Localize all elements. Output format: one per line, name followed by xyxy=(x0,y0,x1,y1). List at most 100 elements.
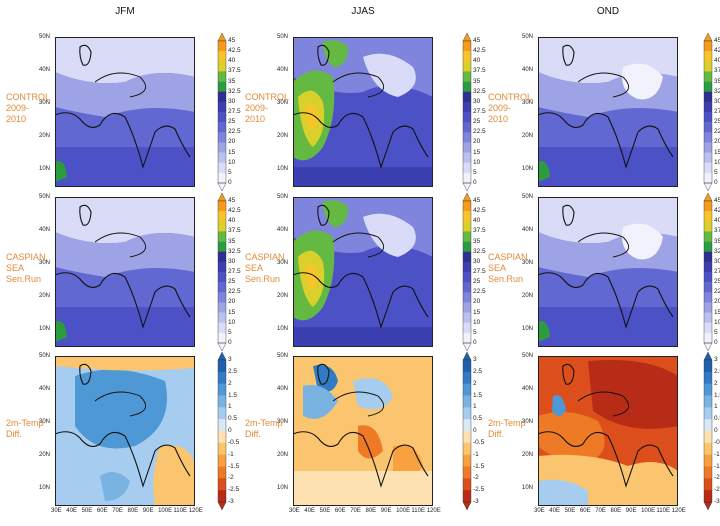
colorbar-segment xyxy=(463,142,471,153)
colorbar-tick-label: 37.5 xyxy=(473,67,486,75)
south-band xyxy=(293,471,433,506)
colorbar-tick-label: 22.5 xyxy=(228,128,241,136)
caspian-sea-outline xyxy=(317,44,330,66)
colorbar-segment xyxy=(463,51,471,62)
lon-tick-label: 120E xyxy=(671,508,686,514)
colorbar-segment xyxy=(463,201,471,212)
colorbar-segment xyxy=(218,51,226,62)
colorbar-segment xyxy=(218,251,226,263)
caspian-sea-outline xyxy=(79,44,92,66)
row-label: CONTROL 2009- 2010 xyxy=(488,92,532,125)
colorbar-tick-label: 22.5 xyxy=(228,288,241,296)
colorbar-tick-label: -1 xyxy=(228,450,234,458)
colorbar-top-arrow xyxy=(462,352,472,361)
colorbar-tick-label: 27.5 xyxy=(714,108,720,115)
lon-tick-label: 100E xyxy=(158,508,173,514)
himalaya-contour xyxy=(577,72,630,98)
coastline xyxy=(55,431,191,488)
colorbar-segment xyxy=(218,312,226,324)
colorbar-segment xyxy=(218,91,226,103)
colorbar-tick-label: 45 xyxy=(228,197,236,204)
colorbar-frame xyxy=(462,359,472,503)
colorbar-segment xyxy=(704,272,712,283)
lat-tick-label: 10N xyxy=(277,326,289,332)
colorbar-tick-label: 32.5 xyxy=(228,87,241,95)
arabia-hottest-area xyxy=(305,104,318,130)
coastline xyxy=(55,272,191,329)
colorbar-segment xyxy=(218,61,226,72)
colorbar-segment xyxy=(218,490,226,503)
ocean-cooling-area xyxy=(538,479,588,506)
map-panel xyxy=(293,356,433,506)
colorbar-tick-label: -2.5 xyxy=(473,486,485,494)
colorbar-segment xyxy=(704,395,712,408)
row-label: CONTROL 2009- 2010 xyxy=(245,92,289,125)
row-label-line: CASPIAN xyxy=(488,252,528,262)
map-frame xyxy=(55,197,195,347)
colorbar-segment xyxy=(218,211,226,222)
colorbar-bottom-arrow xyxy=(462,182,472,191)
colorbar-top-arrow xyxy=(703,352,713,361)
colorbar-segment xyxy=(704,442,712,455)
colorbar-tick-label: 25 xyxy=(714,278,720,286)
colorbar-segment xyxy=(218,454,226,467)
colorbar-tick-label: 27.5 xyxy=(473,268,486,275)
colorbar-tick-label: 40 xyxy=(228,217,236,225)
colorbar-segment xyxy=(218,442,226,455)
mid-band xyxy=(55,232,195,277)
coastline xyxy=(538,431,674,488)
tibet-cold-area xyxy=(622,63,663,100)
colorbar-segment xyxy=(704,101,712,113)
row-label-line: SEA xyxy=(245,263,264,273)
lat-tick-label: 30N xyxy=(39,260,51,266)
colorbar-tick-label: 10 xyxy=(473,318,481,326)
arabia-hottest-area xyxy=(305,264,318,290)
map-frame xyxy=(538,37,678,187)
colorbar-segment xyxy=(463,454,471,467)
colorbar-tick-label: 2.5 xyxy=(714,367,720,375)
colorbar-tick-label: 32.5 xyxy=(714,247,720,255)
south-band xyxy=(538,147,678,187)
lat-tick-label: 50N xyxy=(39,353,51,359)
coastal-warm-area xyxy=(538,161,550,182)
colorbar-bottom-arrow xyxy=(703,182,713,191)
coastline xyxy=(293,431,429,488)
colorbar-segment xyxy=(218,360,226,373)
colorbar-bottom-arrow xyxy=(217,501,227,510)
colorbar-tick-label: 0 xyxy=(714,427,718,434)
colorbar-segment xyxy=(704,282,712,293)
lon-tick-label: 100E xyxy=(396,508,411,514)
tibet-cold-area xyxy=(622,223,663,260)
colorbar-tick-label: 1.5 xyxy=(714,391,720,399)
colorbar-tick-label: 10 xyxy=(228,318,236,326)
lat-tick-label: 40N xyxy=(522,67,534,73)
lat-tick-label: 10N xyxy=(522,485,534,491)
row-label-line: 2009- xyxy=(6,103,30,113)
lat-tick-label: 50N xyxy=(522,34,534,40)
colorbar-tick-label: 5 xyxy=(714,328,718,336)
row-label-line: 2010 xyxy=(6,114,27,124)
lat-tick-label: 50N xyxy=(522,194,534,200)
colorbar-frame xyxy=(217,40,227,184)
lon-tick-label: 80E xyxy=(127,508,139,514)
ocean-band xyxy=(293,327,433,347)
lon-tick-label: 60E xyxy=(334,508,346,514)
colorbar-segment xyxy=(463,241,471,253)
lon-tick-label: 120E xyxy=(188,508,203,514)
lon-tick-label: 30E xyxy=(289,508,300,514)
lon-tick-label: 70E xyxy=(112,508,123,514)
colorbar-tick-label: 0 xyxy=(473,339,477,346)
colorbar xyxy=(217,33,227,191)
colorbar-bottom-arrow xyxy=(703,342,713,351)
colorbar xyxy=(217,193,227,351)
colorbar-segment xyxy=(218,132,226,143)
colorbar-segment xyxy=(218,282,226,293)
colorbar xyxy=(462,193,472,351)
caspian-sea-outline xyxy=(79,363,92,385)
colorbar-segment xyxy=(218,41,226,52)
colorbar-tick-label: 25 xyxy=(473,278,481,286)
colorbar-tick-label: 0 xyxy=(228,179,232,186)
lat-tick-label: 50N xyxy=(39,194,51,200)
colorbar-segment xyxy=(218,302,226,313)
lon-tick-label: 80E xyxy=(365,508,377,514)
